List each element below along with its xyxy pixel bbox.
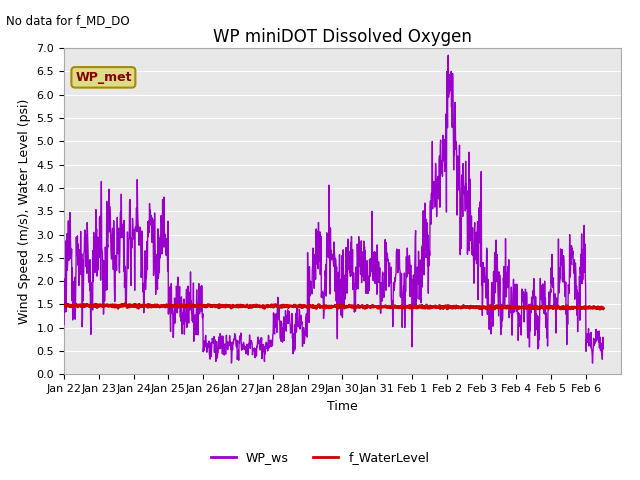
Text: No data for f_MD_DO: No data for f_MD_DO: [6, 14, 130, 27]
Y-axis label: Wind Speed (m/s), Water Level (psi): Wind Speed (m/s), Water Level (psi): [18, 98, 31, 324]
Legend: WP_ws, f_WaterLevel: WP_ws, f_WaterLevel: [205, 446, 435, 469]
Title: WP miniDOT Dissolved Oxygen: WP miniDOT Dissolved Oxygen: [213, 28, 472, 47]
X-axis label: Time: Time: [327, 400, 358, 413]
Text: WP_met: WP_met: [75, 71, 132, 84]
